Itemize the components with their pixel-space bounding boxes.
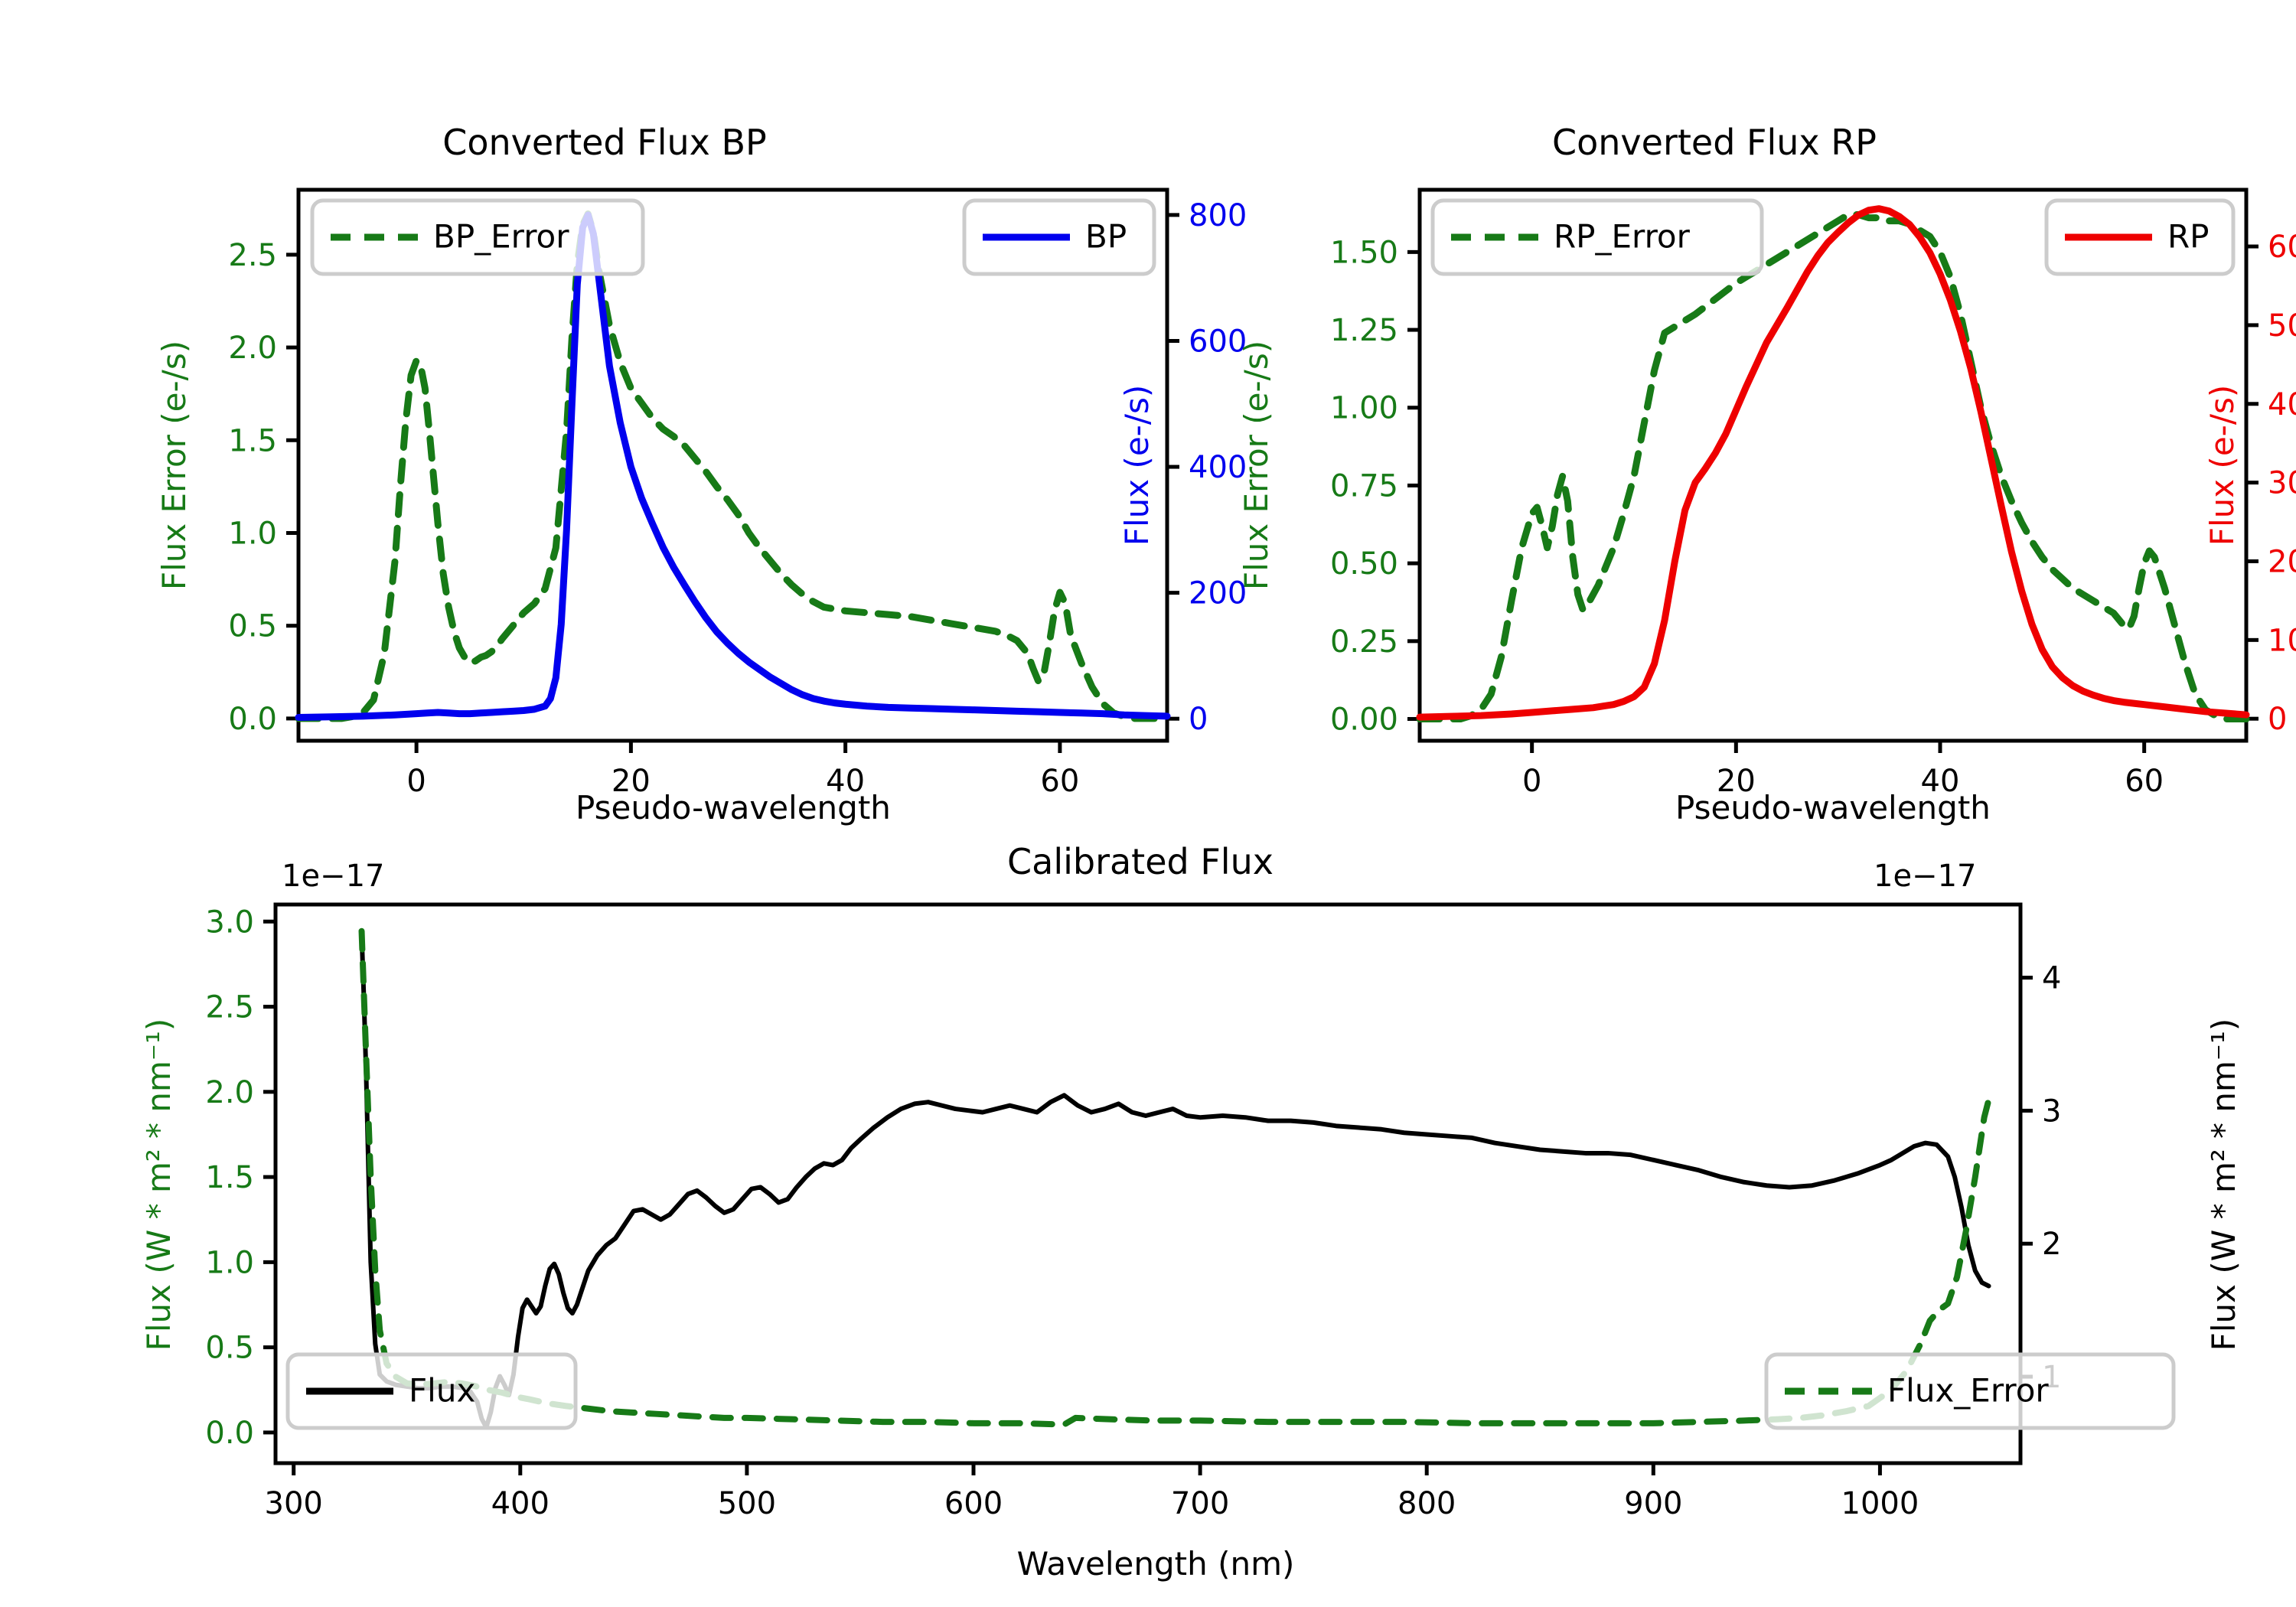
bp-data-curves — [295, 210, 1171, 722]
rp-ylabel-right: Flux (e-/s) — [2203, 385, 2241, 546]
rp-legend-flux-label: RP — [2167, 218, 2210, 256]
calibrated-flux-xtick: 900 — [1624, 1486, 1682, 1521]
cal-offset-right: 1e−17 — [1874, 859, 1976, 894]
calibrated-flux-xtick: 600 — [944, 1486, 1003, 1521]
converted-flux-rp-ytick-right: 500 — [2268, 308, 2296, 344]
rp-tick-marks — [1407, 244, 2258, 753]
cal-ylabel-right: Flux (W * m² * nm⁻¹) — [2205, 1019, 2242, 1351]
converted-flux-rp-ytick-left: 1.25 — [1330, 313, 1398, 348]
cal-legend-error-label: Flux_Error — [1887, 1372, 2049, 1410]
converted-flux-bp-series-bp_error — [295, 210, 1171, 722]
converted-flux-bp-ytick-right: 600 — [1189, 324, 1247, 359]
bp-ylabel-right: Flux (e-/s) — [1118, 385, 1156, 546]
converted-flux-bp-ytick-left: 2.5 — [228, 238, 277, 273]
calibrated-flux-xtick: 400 — [491, 1486, 550, 1521]
converted-flux-rp-xtick: 20 — [1717, 764, 1756, 799]
calibrated-flux-xtick: 800 — [1397, 1486, 1456, 1521]
converted-flux-bp-ytick-right: 200 — [1189, 576, 1247, 611]
converted-flux-bp-ytick-left: 2.0 — [228, 331, 277, 366]
bp-legend-error[interactable]: BP_Error — [310, 198, 645, 276]
converted-flux-rp-ytick-left: 1.00 — [1330, 391, 1398, 426]
bp-tick-marks — [286, 213, 1179, 753]
rp-plot-area: 0 20 40 60 0.00 0.25 0.50 0.75 1.00 1.25 1.50 0 100 2… — [1330, 187, 2296, 799]
converted-flux-rp-xtick: 40 — [1921, 764, 1960, 799]
converted-flux-bp-xtick: 40 — [826, 764, 865, 799]
cal-legend-flux[interactable]: Flux — [285, 1352, 578, 1430]
cal-legend-error[interactable]: Flux_Error — [1764, 1352, 2176, 1430]
calibrated-flux-xtick: 500 — [718, 1486, 776, 1521]
bp-chart-title: Converted Flux BP — [442, 122, 767, 163]
converted-flux-rp-ytick-left: 0.25 — [1330, 624, 1398, 660]
cal-tick-labels: 300 400 500 600 700 800 900 1000 0.0 0.5 1.0 1.5 2.0… — [205, 905, 2061, 1521]
converted-flux-rp-ytick-left: 1.50 — [1330, 235, 1398, 270]
bp-legend-error-box — [310, 198, 645, 276]
rp-axes-frame — [1417, 187, 2249, 743]
rp-legend-flux[interactable]: RP — [2044, 198, 2236, 276]
bp-legend-flux-label: BP — [1085, 218, 1127, 256]
converted-flux-bp-ytick-right: 800 — [1189, 198, 1247, 233]
calibrated-flux-ytick-left: 2.5 — [205, 990, 254, 1025]
converted-flux-rp-ytick-left: 0.00 — [1330, 702, 1398, 738]
cal-legend-error-box — [1764, 1352, 2176, 1430]
converted-flux-rp-ytick-left: 0.50 — [1330, 546, 1398, 582]
rp-legend-error-box — [1430, 198, 1764, 276]
bp-legend-error-label: BP_Error — [433, 218, 569, 256]
rp-tick-labels: 0 20 40 60 0.00 0.25 0.50 0.75 1.00 1.25 1.50 0 100 2… — [1330, 230, 2296, 799]
rp-legend-error[interactable]: RP_Error — [1430, 198, 1764, 276]
cal-legend-flux-box — [285, 1352, 578, 1430]
cal-chart-title: Calibrated Flux — [1007, 841, 1274, 882]
cal-offset-left: 1e−17 — [282, 859, 384, 894]
converted-flux-rp-ytick-right: 0 — [2268, 702, 2287, 737]
rp-ylabel-left: Flux Error (e-/s) — [1238, 341, 1275, 590]
calibrated-flux-ytick-left: 3.0 — [205, 905, 254, 940]
cal-ylabel-left: Flux (W * m² * nm⁻¹) — [140, 1019, 178, 1351]
calibrated-flux-ytick-right: 3 — [2042, 1094, 2061, 1129]
calibrated-flux-ytick-left: 1.5 — [205, 1160, 254, 1195]
converted-flux-rp-xtick: 60 — [2125, 764, 2164, 799]
converted-flux-bp-xtick: 60 — [1040, 764, 1079, 799]
calibrated-flux-xtick: 300 — [265, 1486, 323, 1521]
calibrated-flux-ytick-left: 1.0 — [205, 1245, 254, 1280]
rp-chart-title: Converted Flux RP — [1552, 122, 1877, 163]
converted-flux-bp-series-bp — [295, 211, 1171, 722]
bp-legend-flux[interactable]: BP — [962, 198, 1156, 276]
cal-legend-flux-label: Flux — [409, 1372, 475, 1410]
converted-flux-bp-ytick-left: 1.0 — [228, 516, 277, 551]
calibrated-flux-ytick-left: 0.0 — [205, 1416, 254, 1451]
chart-converted-flux-rp: Converted Flux RP 0 20 40 60 0.00 0.25 0.50 0.7… — [1238, 122, 2296, 826]
converted-flux-rp-xtick: 0 — [1522, 764, 1541, 799]
calibrated-flux-ytick-left: 2.0 — [205, 1075, 254, 1110]
chart-converted-flux-bp: Converted Flux BP 0 20 40 60 0.0 0.5 1.0 1.5 2.0… — [155, 122, 1247, 826]
converted-flux-bp-ytick-left: 1.5 — [228, 423, 277, 458]
calibrated-flux-xtick: 1000 — [1841, 1486, 1919, 1521]
converted-flux-bp-ytick-right: 0 — [1189, 702, 1208, 737]
calibrated-flux-xtick: 700 — [1171, 1486, 1229, 1521]
rp-legend-error-label: RP_Error — [1554, 218, 1691, 256]
calibrated-flux-ytick-right: 2 — [2042, 1227, 2061, 1262]
converted-flux-bp-xtick: 20 — [612, 764, 651, 799]
converted-flux-bp-xtick: 0 — [406, 764, 426, 799]
bp-xlabel: Pseudo-wavelength — [576, 789, 891, 826]
bp-ylabel-left: Flux Error (e-/s) — [155, 341, 193, 590]
chart-calibrated-flux: Calibrated Flux 300 400 500 600 700 800 900 100… — [140, 841, 2242, 1583]
converted-flux-rp-ytick-right: 400 — [2268, 387, 2296, 422]
converted-flux-rp-ytick-right: 600 — [2268, 230, 2296, 265]
converted-flux-rp-ytick-left: 0.75 — [1330, 468, 1398, 504]
converted-flux-bp-ytick-left: 0.0 — [228, 702, 277, 737]
bp-plot-area: 0 20 40 60 0.0 0.5 1.0 1.5 2.0 2.5 0 200 400 600 800 — [228, 187, 1247, 799]
converted-flux-bp-ytick-left: 0.5 — [228, 609, 277, 644]
rp-data-curves — [1416, 205, 2250, 723]
converted-flux-rp-ytick-right: 300 — [2268, 466, 2296, 501]
converted-flux-rp-ytick-right: 200 — [2268, 544, 2296, 579]
cal-xlabel: Wavelength (nm) — [1017, 1545, 1295, 1583]
converted-flux-bp-ytick-right: 400 — [1189, 450, 1247, 485]
rp-xlabel: Pseudo-wavelength — [1675, 789, 1991, 826]
converted-flux-rp-ytick-right: 100 — [2268, 623, 2296, 658]
cal-tick-marks — [263, 919, 2033, 1475]
converted-flux-rp-series-rp — [1416, 205, 2250, 721]
calibrated-flux-ytick-right: 4 — [2042, 961, 2061, 996]
calibrated-flux-ytick-left: 0.5 — [205, 1331, 254, 1366]
bp-tick-labels: 0 20 40 60 0.0 0.5 1.0 1.5 2.0 2.5 0 200 400 600 800 — [228, 198, 1247, 799]
